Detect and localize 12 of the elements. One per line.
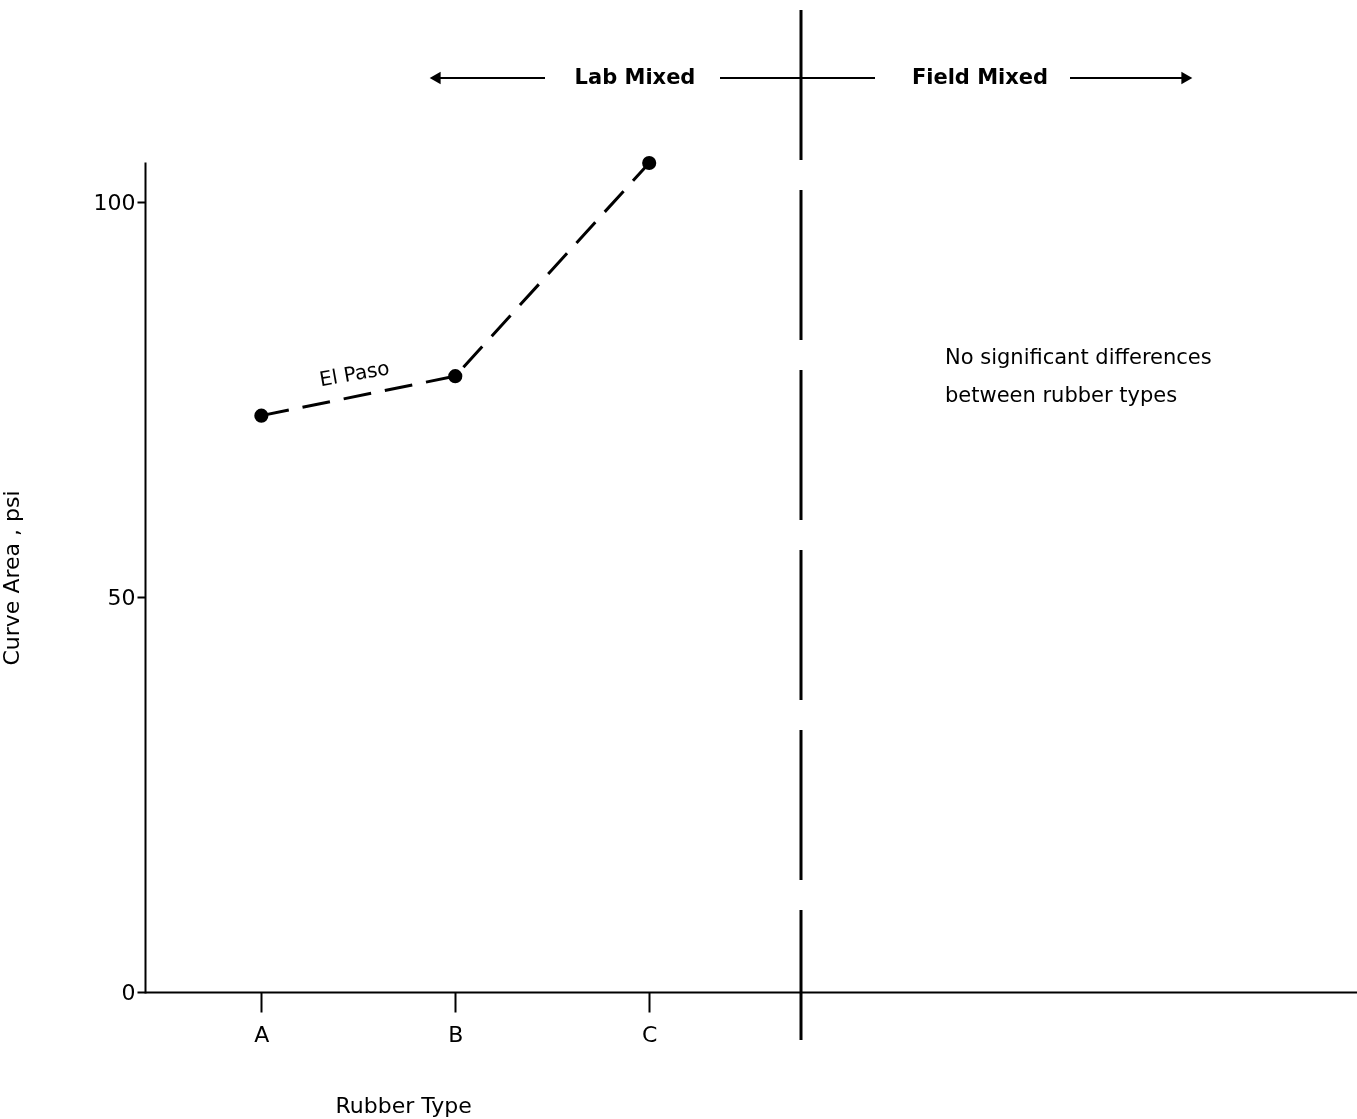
text: Lab Mixed — [574, 65, 696, 89]
y-axis-title: Curve Area , psi — [0, 490, 24, 666]
text: El Paso — [317, 355, 392, 392]
x-axis-title: Rubber Type — [335, 1092, 472, 1118]
text: Field Mixed — [911, 65, 1049, 89]
x-tick-label: B — [448, 1021, 464, 1047]
y-tick-label: 100 — [93, 189, 136, 215]
x-tick-label: C — [642, 1021, 658, 1047]
x-tick-label: A — [254, 1021, 270, 1047]
y-tick-label: 50 — [107, 584, 136, 610]
annotation: No significant differences between rubber types — [945, 345, 1212, 407]
y-tick-label: 0 — [121, 979, 136, 1005]
